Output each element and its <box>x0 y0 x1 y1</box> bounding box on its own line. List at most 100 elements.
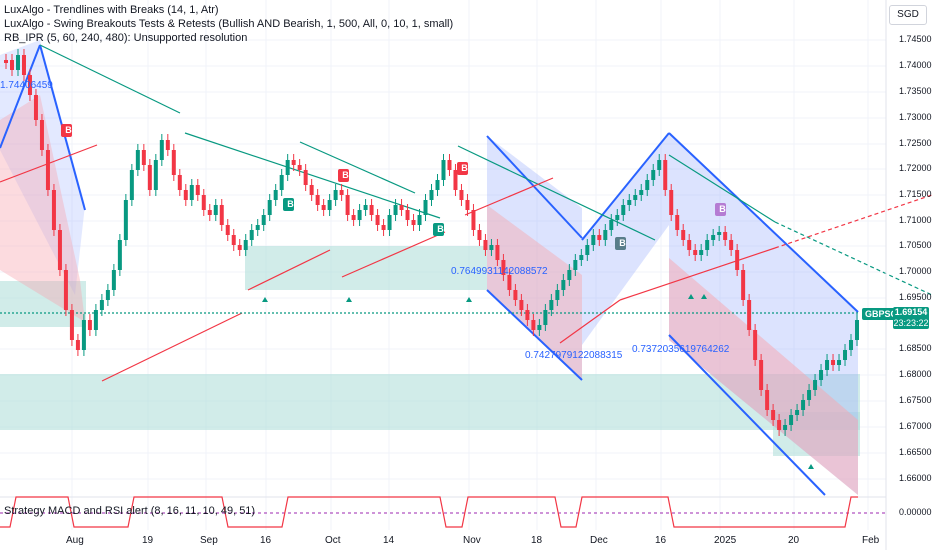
break-marker-label: B <box>461 163 468 173</box>
candle-body <box>417 215 422 225</box>
price-axis-label: 1.73500 <box>899 86 932 96</box>
candle-body <box>843 350 848 360</box>
candle-body <box>405 210 410 220</box>
legend-trendlines[interactable]: LuxAlgo - Trendlines with Breaks (14, 1,… <box>4 4 219 16</box>
candle-body <box>195 185 200 195</box>
candle-body <box>711 235 716 240</box>
candle-body <box>507 275 512 290</box>
break-marker-label: B <box>619 238 626 248</box>
candle-body <box>303 170 308 185</box>
candle-body <box>291 160 296 165</box>
candle-body <box>399 205 404 210</box>
candle-body <box>171 150 176 175</box>
price-axis-label: 1.68000 <box>899 369 932 379</box>
candle-body <box>93 310 98 330</box>
candle-body <box>567 270 572 280</box>
candle-body <box>741 270 746 300</box>
candle-body <box>855 320 860 340</box>
candle-body <box>645 180 650 190</box>
candle-body <box>849 340 854 350</box>
date-axis-label: Oct <box>325 535 341 546</box>
candle-body <box>735 250 740 270</box>
candle-body <box>357 210 362 220</box>
candle-body <box>819 370 824 380</box>
candle-body <box>243 240 248 250</box>
candle-body <box>105 290 110 300</box>
candle-body <box>153 160 158 190</box>
candle-body <box>267 200 272 215</box>
price-axis-label: 1.67500 <box>899 395 932 405</box>
date-axis-label: 19 <box>142 535 154 546</box>
candle-body <box>429 190 434 200</box>
candle-body <box>651 170 656 180</box>
candle-body <box>555 290 560 300</box>
candle-body <box>441 160 446 180</box>
break-marker-label: B <box>65 125 72 135</box>
candle-body <box>387 215 392 230</box>
price-axis-label: 1.72500 <box>899 138 932 148</box>
candle-body <box>837 360 842 365</box>
candle-body <box>723 232 728 240</box>
break-markers <box>61 124 814 469</box>
legend-swing-breakouts[interactable]: LuxAlgo - Swing Breakouts Tests & Retest… <box>4 18 454 30</box>
candle-body <box>609 220 614 230</box>
candle-body <box>489 245 494 250</box>
candle-body <box>501 260 506 275</box>
candle-body <box>495 245 500 260</box>
currency-button[interactable]: SGD <box>889 5 927 25</box>
candle-body <box>549 300 554 310</box>
candle-body <box>543 310 548 325</box>
date-axis-label: 14 <box>383 535 395 546</box>
candle-body <box>339 190 344 195</box>
candle-body <box>9 60 14 70</box>
candle-body <box>675 215 680 230</box>
candle-body <box>237 245 242 250</box>
candle-body <box>69 310 74 340</box>
candle-body <box>795 410 800 415</box>
candle-body <box>411 220 416 225</box>
candle-body <box>333 190 338 200</box>
candle-body <box>759 360 764 390</box>
candle-body <box>633 195 638 200</box>
candle-body <box>765 390 770 410</box>
legend-rb-ipr[interactable]: RB_IPR (5, 60, 240, 480): Unsupported re… <box>4 32 248 44</box>
candle-body <box>327 200 332 210</box>
candle-body <box>459 190 464 200</box>
candle-body <box>603 230 608 240</box>
oscillator-pane <box>0 496 886 528</box>
break-marker-label: B <box>437 224 444 234</box>
candle-body <box>669 190 674 215</box>
candle-body <box>177 175 182 190</box>
dec-value-label: 0.7372035619764262 <box>632 344 730 355</box>
candle-body <box>693 250 698 255</box>
candle-body <box>771 410 776 420</box>
candle-body <box>663 160 668 190</box>
price-axis-label: 1.74000 <box>899 60 932 70</box>
candle-body <box>435 180 440 190</box>
candle-body <box>297 165 302 170</box>
candle-body <box>447 160 452 170</box>
candle-body <box>273 190 278 200</box>
nov-value-label: 0.7649931142088572 <box>451 266 548 277</box>
candle-body <box>159 140 164 160</box>
candle-body <box>753 330 758 360</box>
price-axis-label: 1.69500 <box>899 292 932 302</box>
candle-body <box>591 235 596 245</box>
candle-body <box>813 380 818 390</box>
candle-body <box>705 240 710 250</box>
candle-body <box>477 230 482 240</box>
candle-body <box>279 175 284 190</box>
strategy-legend[interactable]: Strategy MACD and RSI alert (8, 16, 11, … <box>4 505 256 517</box>
candle-body <box>381 225 386 230</box>
price-axis-label: 1.70500 <box>899 240 932 250</box>
date-axis-label: Dec <box>590 535 608 546</box>
candle-body <box>87 320 92 330</box>
candle-body <box>189 185 194 200</box>
candle-body <box>4 60 8 63</box>
trendlines <box>0 44 932 382</box>
price-axis-label: 1.71000 <box>899 215 932 225</box>
candle-body <box>57 230 62 270</box>
candle-body <box>225 225 230 235</box>
price-axis-label: 1.68500 <box>899 343 932 353</box>
